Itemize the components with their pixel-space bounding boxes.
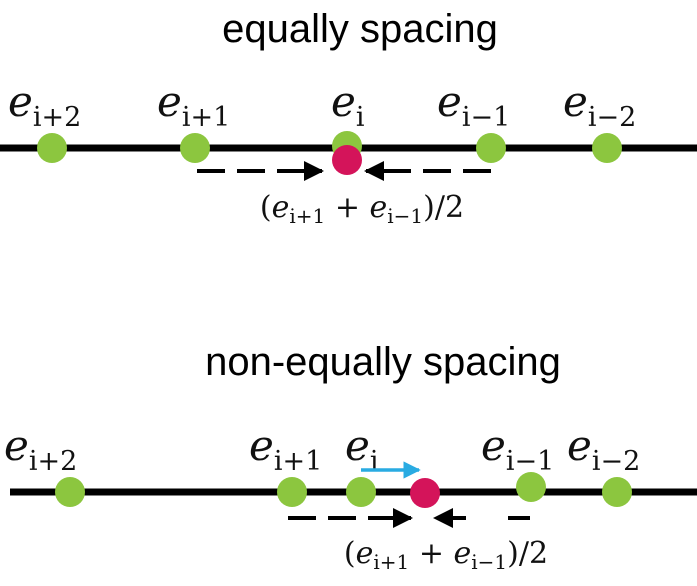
point-label-i-minus-1: ei−1 [437, 77, 510, 133]
point-e-i [346, 477, 376, 507]
point-e-i-minus-2 [602, 477, 632, 507]
point-e-i-minus-1 [476, 133, 506, 163]
point-label-i-minus-2: ei−2 [563, 77, 636, 133]
point-e-i-plus-1 [277, 477, 307, 507]
point-label-i-plus-2: ei+2 [8, 77, 81, 133]
point-label-i-minus-2: ei−2 [567, 421, 640, 477]
point-e-i-plus-2 [37, 133, 67, 163]
point-e-i-plus-2 [55, 477, 85, 507]
point-e-i-minus-2 [592, 133, 622, 163]
point-label-i-plus-1: ei+1 [249, 421, 322, 477]
panel-title: non-equally spacing [205, 340, 561, 384]
point-label-i-plus-1: ei+1 [157, 77, 230, 133]
point-label-i: ei [345, 421, 379, 477]
panel-title: equally spacing [222, 7, 498, 51]
midpoint-marker [410, 478, 440, 508]
point-label-i: ei [331, 77, 365, 133]
midpoint-label: (ei+1 + ei−1)/2 [344, 536, 548, 574]
panel-nonequal: non-equally spacing ei+2 ei+1 ei ei−1 ei… [4, 340, 697, 574]
midpoint-label: (ei+1 + ei−1)/2 [260, 190, 464, 228]
midpoint-marker [332, 145, 362, 175]
point-e-i-minus-1 [516, 472, 546, 502]
point-e-i-plus-1 [180, 133, 210, 163]
point-label-i-minus-1: ei−1 [481, 421, 554, 477]
point-label-i-plus-2: ei+2 [4, 421, 77, 477]
panel-equal: equally spacing ei+2 ei+1 ei ei−1 ei−2 (… [0, 7, 697, 228]
